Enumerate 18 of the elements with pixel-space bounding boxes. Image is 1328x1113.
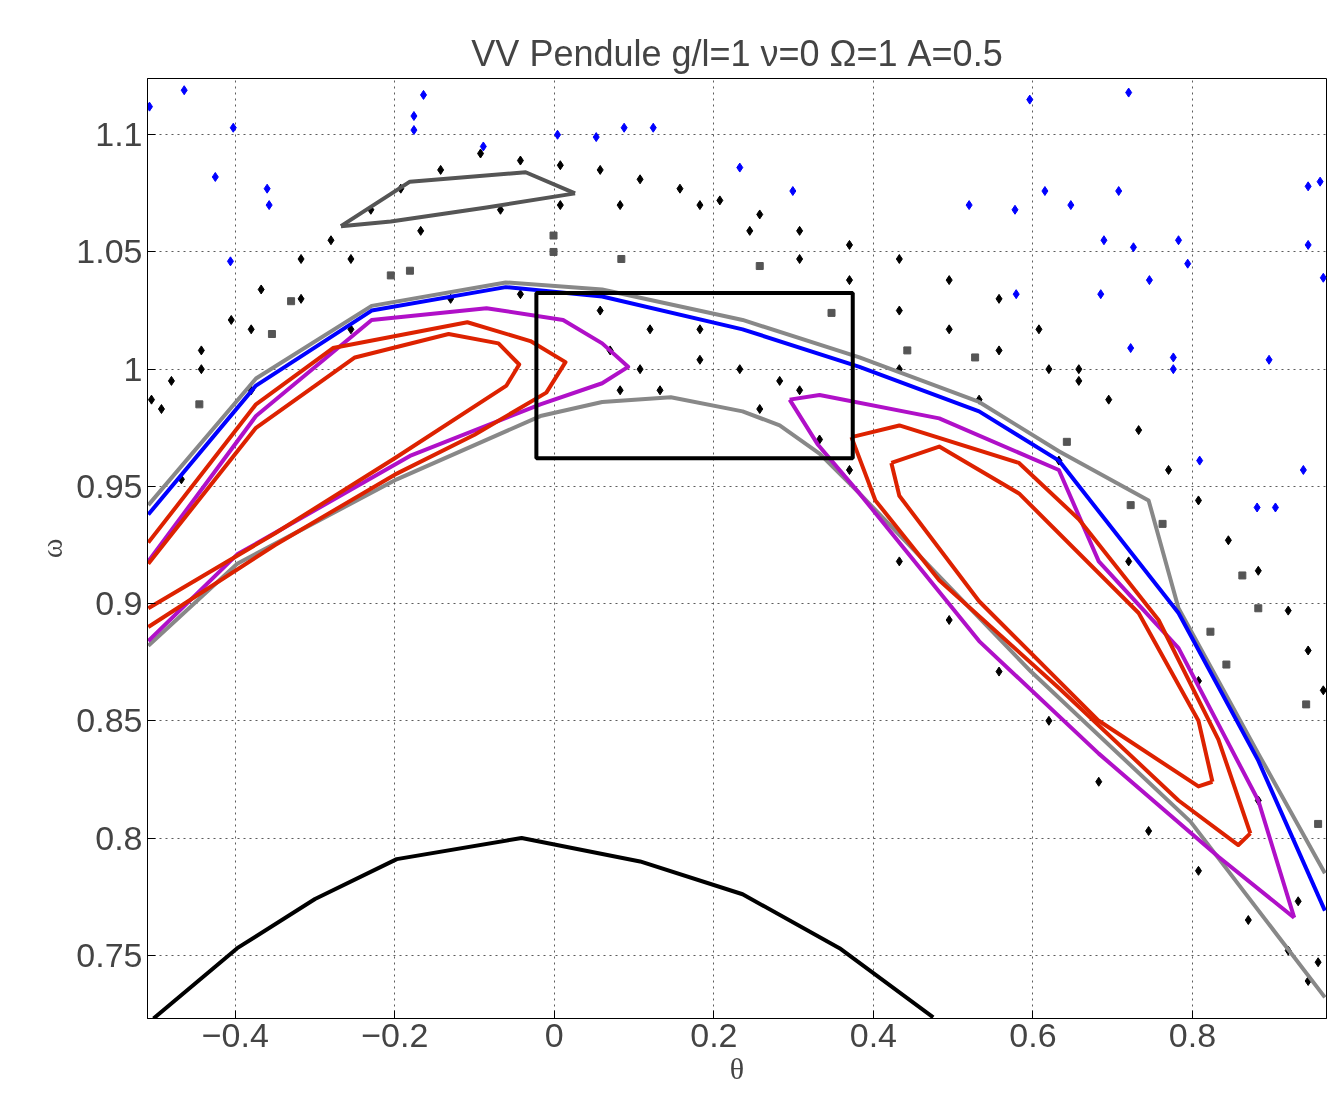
x-tick-label: −0.2 bbox=[361, 1015, 429, 1054]
x-tick-label: −0.4 bbox=[201, 1015, 269, 1054]
y-tick-label: 1.1 bbox=[95, 115, 143, 154]
x-tick-label: 0.2 bbox=[690, 1015, 738, 1054]
chart-title: VV Pendule g/l=1 ν=0 Ω=1 A=0.5 bbox=[471, 32, 1003, 74]
y-tick-label: 1 bbox=[123, 349, 143, 388]
x-tick-label: 0.8 bbox=[1168, 1015, 1217, 1054]
y-axis-title: ω bbox=[35, 538, 69, 559]
x-axis-title: θ bbox=[729, 1051, 745, 1085]
y-tick-label: 0.95 bbox=[76, 466, 143, 505]
x-tick-label: 0.4 bbox=[849, 1015, 898, 1054]
x-tick-label: 0.6 bbox=[1009, 1015, 1057, 1054]
y-tick-label: 1.05 bbox=[76, 232, 143, 271]
x-tick-label: 0 bbox=[544, 1015, 564, 1054]
y-tick-label: 0.9 bbox=[95, 584, 143, 623]
y-tick-label: 0.85 bbox=[76, 701, 143, 740]
y-tick-label: 0.8 bbox=[95, 818, 143, 857]
y-tick-label: 0.75 bbox=[76, 935, 143, 974]
